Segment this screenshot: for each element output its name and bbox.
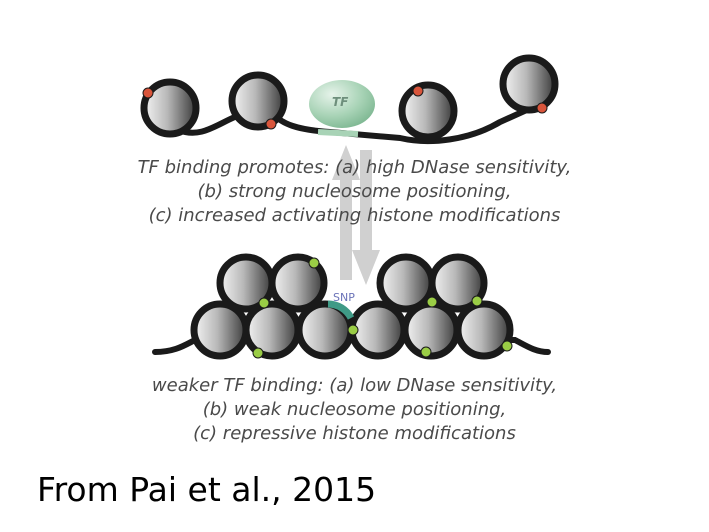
reversible-arrows xyxy=(332,145,380,285)
tf-label: TF xyxy=(332,95,349,109)
caption-line: (b) weak nucleosome positioning, xyxy=(202,399,507,420)
repressive-mark xyxy=(501,340,513,352)
top-nucleosome-2 xyxy=(228,71,288,131)
bottom-nucleosome-upper-4 xyxy=(428,253,488,313)
bottom-nucleosome-lower-1 xyxy=(190,300,250,360)
activating-histone-mark xyxy=(412,85,424,97)
snp-label: SNP xyxy=(333,291,355,304)
up-arrow xyxy=(332,145,360,280)
open-chromatin-state: TF xyxy=(140,54,559,145)
bottom-nucleosome-lower-6 xyxy=(454,300,514,360)
closed-state-caption: weaker TF binding: (a) low DNase sensiti… xyxy=(0,374,709,446)
repressive-mark xyxy=(252,347,264,359)
tf-binding-site xyxy=(317,129,359,137)
bottom-nucleosome-lower-4 xyxy=(348,300,408,360)
activating-histone-mark xyxy=(536,102,548,114)
repressive-mark xyxy=(258,297,270,309)
bottom-nucleosome-upper-3 xyxy=(376,253,436,313)
caption-line: (c) increased activating histone modific… xyxy=(148,205,561,226)
transcription-factor: TF xyxy=(309,80,375,128)
citation: From Pai et al., 2015 xyxy=(37,470,377,509)
caption-line: (b) strong nucleosome positioning, xyxy=(197,181,512,202)
closed-chromatin-state: SNP xyxy=(152,253,551,360)
activating-histone-mark xyxy=(142,87,154,99)
caption-line: weaker TF binding: (a) low DNase sensiti… xyxy=(151,375,558,396)
bottom-nucleosome-lower-2 xyxy=(242,300,302,360)
repressive-histone-marks xyxy=(252,257,513,359)
activating-histone-mark xyxy=(265,118,277,130)
open-state-caption: TF binding promotes: (a) high DNase sens… xyxy=(0,156,709,228)
repressive-mark xyxy=(308,257,320,269)
caption-line: TF binding promotes: (a) high DNase sens… xyxy=(137,157,572,178)
repressive-mark xyxy=(347,324,359,336)
snp-region xyxy=(327,300,355,320)
repressive-mark xyxy=(426,296,438,308)
repressive-mark xyxy=(420,346,432,358)
top-nucleosome-3 xyxy=(398,81,458,141)
down-arrow xyxy=(352,150,380,285)
top-nucleosome-1 xyxy=(140,78,200,138)
caption-line: (c) repressive histone modifications xyxy=(193,423,516,444)
repressive-mark xyxy=(471,295,483,307)
bottom-nucleosome-upper-2 xyxy=(268,253,328,313)
bottom-nucleosome-lower-5 xyxy=(401,300,461,360)
top-nucleosome-4 xyxy=(499,54,559,114)
